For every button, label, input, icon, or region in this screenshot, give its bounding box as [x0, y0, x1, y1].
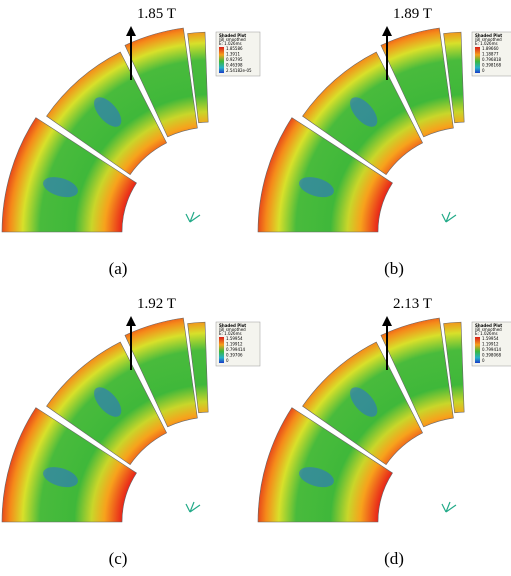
axis-triad	[441, 501, 457, 513]
legend-value: 0.799414	[482, 347, 502, 352]
low-field-region	[299, 467, 334, 488]
color-scale	[475, 47, 480, 73]
axis-triad	[185, 211, 201, 223]
legend-value: 1.85586	[226, 46, 243, 51]
axis-triad	[441, 211, 457, 223]
low-field-region	[43, 467, 78, 488]
magnet-segment	[1, 407, 137, 523]
legend-title: Shaded Plot	[219, 323, 246, 328]
color-scale	[219, 47, 224, 73]
legend-value: 0.92795	[226, 57, 243, 62]
magnet-segment	[187, 31, 209, 124]
legend-value: 1.19912	[226, 342, 243, 347]
field-arrowhead	[382, 26, 392, 36]
legend-value: 0	[482, 68, 485, 73]
legend-time: E: 1.026ms	[475, 331, 498, 336]
legend-value: 0.398168	[482, 63, 502, 68]
field-value: 1.92 T	[137, 296, 176, 312]
field-value: 1.89 T	[393, 6, 432, 22]
magnet-segment	[443, 321, 465, 414]
legend-value: 1.18877	[482, 52, 499, 57]
caption: (b)	[384, 259, 404, 278]
legend-time: E: 1.026ms	[219, 331, 242, 336]
caption: (a)	[109, 259, 128, 278]
field-arrowhead	[126, 26, 136, 36]
low-field-region	[299, 177, 334, 198]
legend-value: 0	[482, 358, 485, 363]
magnet-segment	[257, 407, 393, 523]
field-arrowhead	[126, 316, 136, 326]
color-scale	[219, 337, 224, 363]
model	[257, 317, 465, 523]
legend-time: E: 1.026ms	[219, 41, 242, 46]
legend-value: 1.59954	[226, 336, 243, 341]
color-scale	[475, 337, 480, 363]
legend-value: 2.54182e-05	[226, 68, 252, 73]
legend-subtitle: |B| smoothed	[219, 327, 246, 332]
legend-value: 0	[226, 358, 229, 363]
legend-subtitle: |B| smoothed	[219, 37, 246, 42]
legend-title: Shaded Plot	[475, 33, 502, 38]
magnet-segment	[1, 117, 137, 233]
legend-subtitle: |B| smoothed	[475, 37, 502, 42]
low-field-region	[350, 97, 378, 127]
legend-value: 0.398068	[482, 353, 502, 358]
legend-value: 0.796818	[482, 57, 502, 62]
legend-value: 1.3911	[226, 52, 240, 57]
low-field-region	[94, 387, 122, 417]
low-field-region	[94, 97, 122, 127]
legend-value: 1.59954	[482, 336, 499, 341]
legend-value: 0.46398	[226, 63, 243, 68]
model	[1, 27, 209, 233]
caption: (d)	[384, 549, 404, 568]
magnet-segment	[380, 27, 454, 138]
legend-value: 1.89660	[482, 46, 499, 51]
magnet-segment	[124, 317, 198, 428]
legend-value: 0.39706	[226, 353, 243, 358]
magnet-segment	[443, 31, 465, 124]
field-value: 2.13 T	[393, 296, 432, 312]
model	[1, 317, 209, 523]
field-value: 1.85 T	[137, 6, 176, 22]
legend-subtitle: |B| smoothed	[475, 327, 502, 332]
legend-title: Shaded Plot	[475, 323, 502, 328]
magnet-segment	[124, 27, 198, 138]
legend-value: 0.799414	[226, 347, 246, 352]
legend-title: Shaded Plot	[219, 33, 246, 38]
field-arrowhead	[382, 316, 392, 326]
axis-triad	[185, 501, 201, 513]
magnet-segment	[380, 317, 454, 428]
legend-time: E: 1.026ms	[475, 41, 498, 46]
legend-value: 1.19912	[482, 342, 499, 347]
magnet-segment	[187, 321, 209, 414]
caption: (c)	[109, 549, 128, 568]
low-field-region	[43, 177, 78, 198]
magnet-segment	[257, 117, 393, 233]
low-field-region	[350, 387, 378, 417]
model	[257, 27, 465, 233]
